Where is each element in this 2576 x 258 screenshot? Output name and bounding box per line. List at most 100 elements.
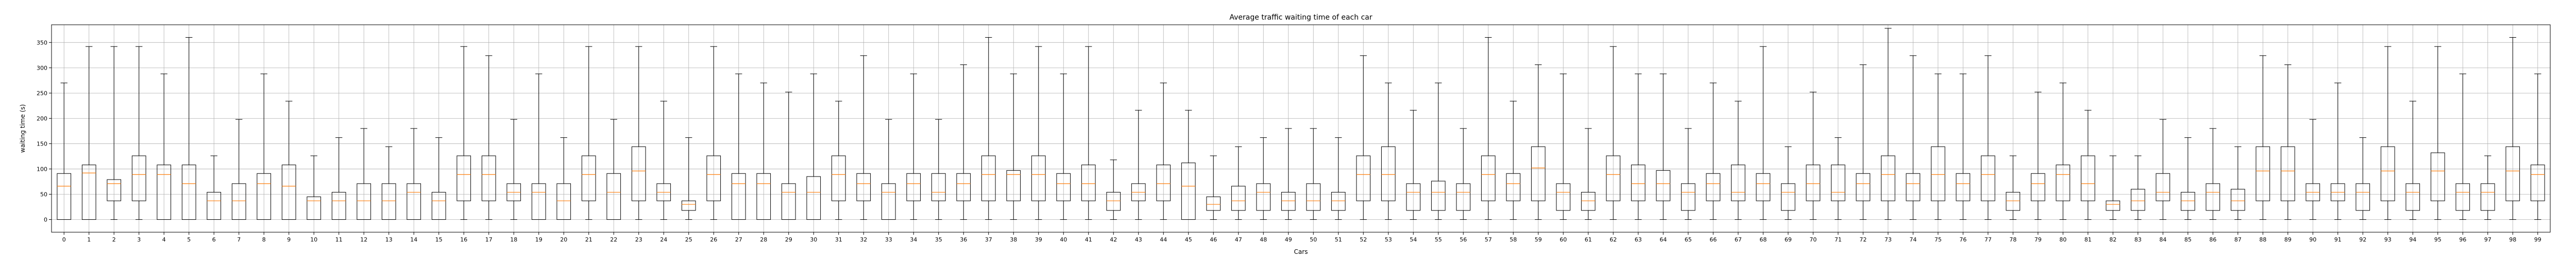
box-iqr: [631, 146, 646, 201]
x-tick-label: 99: [2534, 236, 2541, 243]
box-iqr: [1531, 146, 1546, 201]
box-car-15: [431, 137, 446, 220]
x-tick-label: 2: [112, 236, 116, 243]
x-tick-label: 38: [1010, 236, 1017, 243]
x-tick-label: 47: [1235, 236, 1242, 243]
box-iqr: [1731, 165, 1745, 201]
x-tick-label: 74: [1909, 236, 1917, 243]
box-car-12: [357, 128, 371, 220]
x-tick-label: 79: [2035, 236, 2042, 243]
box-iqr: [231, 183, 246, 220]
x-tick-label: 6: [212, 236, 216, 243]
box-iqr: [57, 173, 72, 220]
box-car-32: [856, 55, 871, 220]
x-tick-label: 89: [2284, 236, 2292, 243]
box-car-84: [2156, 119, 2171, 220]
box-iqr: [2505, 146, 2520, 201]
box-iqr: [1631, 165, 1646, 201]
box-iqr: [2256, 146, 2270, 201]
box-iqr: [1081, 165, 1096, 201]
x-tick-label: 25: [685, 236, 692, 243]
x-tick-label: 86: [2209, 236, 2216, 243]
box-car-6: [207, 155, 222, 220]
box-car-64: [1656, 73, 1671, 220]
box-car-99: [2530, 73, 2545, 220]
box-iqr: [131, 155, 146, 201]
box-iqr: [281, 165, 296, 220]
box-car-98: [2505, 37, 2520, 220]
box-car-65: [1681, 128, 1696, 220]
box-iqr: [456, 155, 471, 201]
box-iqr: [831, 155, 846, 201]
box-car-63: [1631, 73, 1646, 220]
box-iqr: [931, 173, 946, 201]
y-tick-label: 150: [37, 140, 47, 147]
x-tick-label: 82: [2109, 236, 2116, 243]
box-car-78: [2006, 155, 2021, 220]
box-iqr: [2130, 189, 2145, 211]
x-tick-label: 41: [1085, 236, 1092, 243]
x-tick-label: 76: [1959, 236, 1967, 243]
box-iqr: [1756, 173, 1771, 201]
box-iqr: [1806, 165, 1821, 201]
box-car-59: [1531, 64, 1546, 220]
x-tick-label: 44: [1160, 236, 1167, 243]
x-tick-label: 46: [1210, 236, 1217, 243]
box-iqr: [581, 155, 596, 201]
x-tick-label: 23: [635, 236, 642, 243]
box-car-3: [131, 46, 146, 220]
x-tick-label: 39: [1035, 236, 1042, 243]
box-iqr: [1656, 170, 1671, 201]
box-iqr: [1581, 192, 1596, 211]
box-iqr: [1856, 173, 1871, 201]
box-car-2: [107, 46, 122, 220]
x-tick-label: 70: [1809, 236, 1817, 243]
y-tick-label: 200: [37, 115, 47, 122]
box-iqr: [1706, 173, 1721, 201]
box-car-94: [2405, 101, 2420, 220]
x-tick-label: 20: [560, 236, 567, 243]
box-car-23: [631, 46, 646, 220]
x-tick-label: 95: [2434, 236, 2442, 243]
box-iqr: [181, 165, 196, 220]
x-tick-label: 75: [1935, 236, 1942, 243]
box-car-85: [2180, 137, 2195, 220]
x-tick-label: 87: [2234, 236, 2242, 243]
x-tick-label: 16: [460, 236, 467, 243]
box-car-43: [1131, 110, 1146, 220]
x-tick-label: 33: [885, 236, 892, 243]
box-iqr: [2480, 183, 2495, 211]
box-car-38: [1006, 73, 1021, 220]
box-car-21: [581, 46, 596, 220]
box-car-95: [2430, 46, 2445, 220]
x-tick-label: 59: [1535, 236, 1542, 243]
box-iqr: [107, 179, 122, 201]
box-iqr: [806, 176, 821, 220]
x-tick-label: 93: [2384, 236, 2392, 243]
box-car-4: [157, 73, 172, 220]
box-car-14: [406, 128, 421, 220]
box-car-60: [1556, 73, 1571, 220]
box-car-66: [1706, 83, 1721, 220]
box-car-48: [1256, 137, 1271, 220]
box-car-61: [1581, 128, 1596, 220]
box-car-46: [1206, 155, 1221, 220]
x-tick-label: 29: [785, 236, 792, 243]
box-car-28: [756, 83, 771, 220]
box-iqr: [906, 173, 921, 201]
box-car-75: [1930, 73, 1945, 220]
box-iqr: [357, 183, 371, 220]
x-tick-label: 12: [360, 236, 367, 243]
x-tick-label: 71: [1835, 236, 1842, 243]
box-car-25: [681, 137, 696, 220]
box-iqr: [1256, 183, 1271, 211]
x-tick-label: 78: [2009, 236, 2016, 243]
box-iqr: [1356, 155, 1371, 201]
box-iqr: [2056, 165, 2071, 201]
box-car-35: [931, 119, 946, 220]
box-iqr: [2030, 173, 2045, 201]
box-iqr: [1980, 155, 1995, 201]
box-iqr: [981, 155, 996, 201]
x-tick-label: 62: [1609, 236, 1617, 243]
